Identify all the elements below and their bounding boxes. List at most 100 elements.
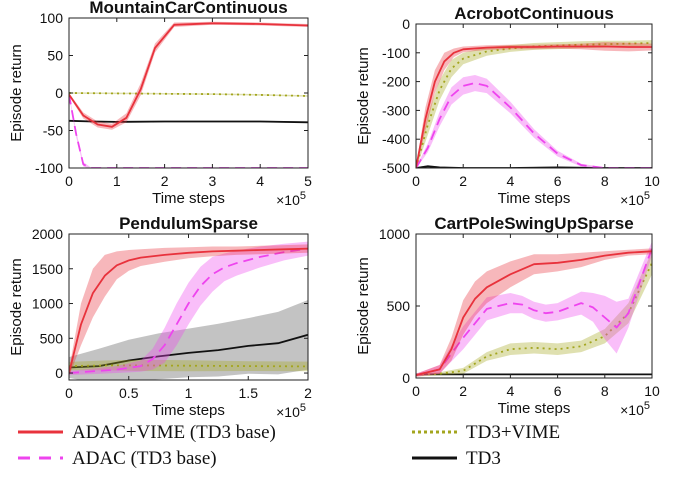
band-td3-vime [69,92,308,97]
x-exponent-power: 5 [300,190,306,202]
x-tick-label: 8 [601,383,609,399]
y-tick-label: 0 [402,370,410,386]
line-td3 [69,333,308,369]
x-exponent-label: ×105 [276,402,306,420]
plot-area [69,18,308,168]
x-exponent-label: ×105 [620,400,650,418]
x-axis-label: Time steps [152,402,225,419]
y-tick-label: -100 [35,160,63,176]
x-axis-label: Time steps [498,190,571,207]
line-adac-vime-td3-base- [416,250,652,376]
band-adac-td3-base- [416,241,652,377]
legend-label-2: ADAC (TD3 base) [72,448,217,469]
band-td3-vime [416,251,652,377]
x-tick-label: 0 [412,173,420,189]
plot-area [416,24,652,168]
y-tick-label: -100 [382,45,410,61]
x-tick-label: 2 [304,385,312,401]
y-tick-label: 1500 [32,261,63,277]
band-adac-vime-td3-base- [416,248,652,377]
plot-area [416,234,652,378]
y-tick-label: 500 [40,330,64,346]
x-exponent-power: 5 [644,190,650,202]
x-tick-label: 4 [507,173,515,189]
y-axis-label: Episode return [355,47,372,145]
chart-title: PendulumSparse [119,214,258,233]
axes-box [415,23,653,169]
x-tick-label: 0 [412,383,420,399]
x-tick-label: 1 [185,385,193,401]
y-tick-label: -400 [382,131,410,147]
legend: ADAC+VIME (TD3 base) ADAC (TD3 base) TD3+V… [18,422,560,469]
y-tick-label: 0 [55,85,63,101]
line-td3-vime [69,92,308,97]
x-tick-label: 10 [644,173,660,189]
line-td3 [69,119,308,124]
y-tick-label: 2000 [32,226,63,242]
band-adac-td3-base- [69,241,308,376]
chart-panel-4: 0 2 4 6 8 10 0 500 1000 CartPoleSwingUpSparse Time… [355,214,660,418]
series-group [69,21,308,168]
chart-panel-2: 0 2 4 6 8 10 -500 -400 -300 -200 -100 0 AcrobotConti… [355,4,660,208]
y-tick-label: 1000 [379,226,410,242]
x-tick-label: 2 [161,173,169,189]
band-td3-vime [69,359,308,372]
y-axis-label: Episode return [8,258,25,356]
x-tick-label: 0 [65,385,73,401]
y-tick-label: 100 [40,10,64,26]
chart-panel-1: 0 1 2 3 4 5 -100 -50 0 50 100 MountainCarContinuous… [8,0,312,208]
y-tick-label: -200 [382,74,410,90]
x-exponent-base: ×10 [276,404,300,420]
x-tick-label: 4 [256,173,264,189]
x-tick-label: 0.5 [119,385,139,401]
x-tick-label: 10 [644,383,660,399]
x-tick-label: 2 [459,173,467,189]
legend-label-4: TD3 [466,448,501,469]
x-axis-label: Time steps [498,400,571,417]
line-adac-td3-base- [69,247,308,374]
y-tick-label: -50 [43,123,63,139]
y-axis-label: Episode return [8,44,25,142]
chart-panel-3: 0 0.5 1 1.5 2 0 500 1000 1500 2000 PendulumSparse T… [8,214,312,420]
x-exponent-power: 5 [644,400,650,412]
y-tick-label: -500 [382,160,410,176]
y-tick-label: -300 [382,102,410,118]
line-adac-td3-base- [69,94,308,168]
x-tick-label: 2 [459,383,467,399]
line-adac-vime-td3-base- [69,22,308,128]
y-tick-label: 50 [47,48,63,64]
line-td3-vime [416,42,652,168]
chart-title: AcrobotContinuous [454,4,614,23]
x-tick-label: 8 [601,173,609,189]
line-adac-vime-td3-base- [69,247,308,374]
x-tick-label: 6 [554,383,562,399]
chart-title: MountainCarContinuous [89,0,287,17]
y-axis-label: Episode return [355,257,372,355]
x-exponent-power: 5 [300,402,306,414]
band-adac-vime-td3-base- [69,21,308,130]
x-tick-label: 1 [113,173,121,189]
series-group [69,241,308,380]
y-tick-label: 0 [402,16,410,32]
x-exponent-base: ×10 [276,192,300,208]
series-group [416,241,652,377]
x-exponent-base: ×10 [620,402,644,418]
y-tick-label: 1000 [32,296,63,312]
x-tick-label: 0 [65,173,73,189]
x-tick-label: 5 [304,173,312,189]
x-tick-label: 1.5 [239,385,259,401]
y-tick-label: 500 [387,298,411,314]
legend-label-1: ADAC+VIME (TD3 base) [72,422,276,443]
legend-label-3: TD3+VIME [466,422,560,443]
x-axis-label: Time steps [152,190,225,207]
x-tick-label: 4 [507,383,515,399]
line-adac-td3-base- [416,248,652,376]
x-exponent-label: ×105 [620,190,650,208]
chart-title: CartPoleSwingUpSparse [434,214,633,233]
y-tick-label: 0 [55,365,63,381]
x-exponent-base: ×10 [620,192,644,208]
x-tick-label: 6 [554,173,562,189]
plot-area [69,234,308,380]
x-tick-label: 3 [209,173,217,189]
